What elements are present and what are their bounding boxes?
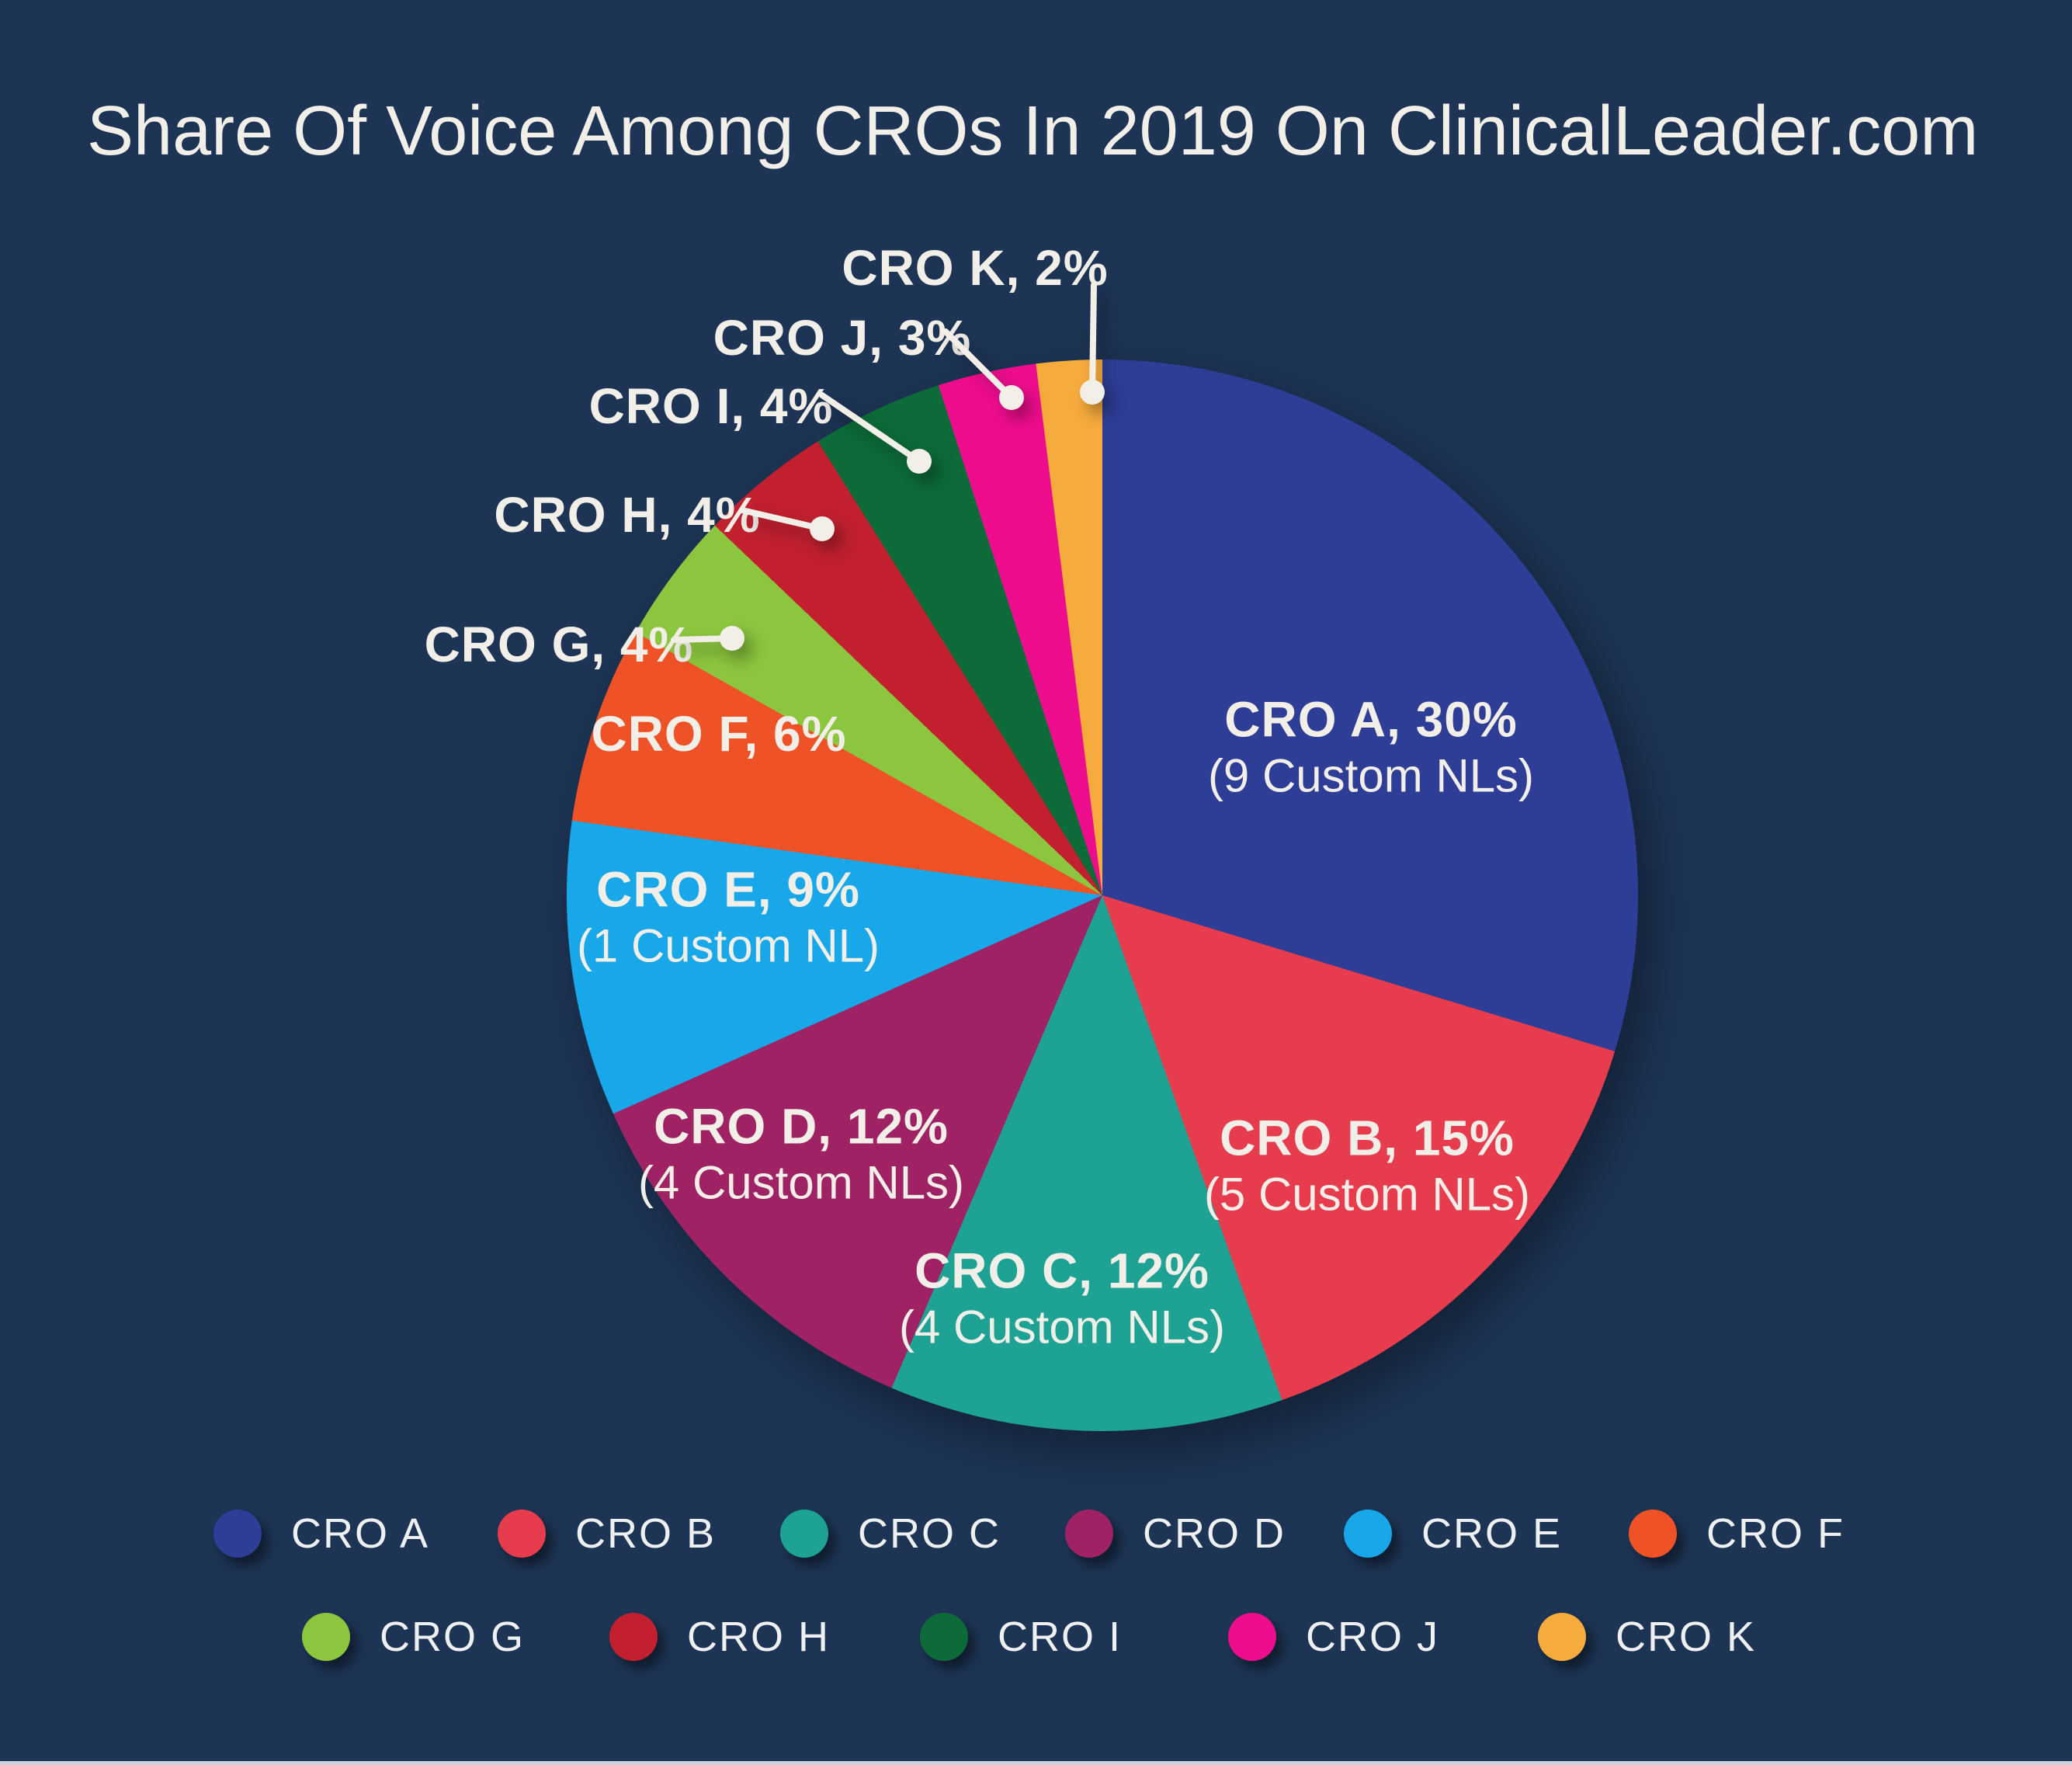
slice-label-cro-e: CRO E, 9% (1 Custom NL) [577,863,880,970]
leader-dot-cro-i [907,449,932,474]
legend-swatch-cro-f [1629,1510,1677,1558]
slice-label-cro-d: CRO D, 12% (4 Custom NLs) [638,1100,964,1207]
legend-item-cro-i: CRO I [920,1613,1122,1661]
slice-label-cro-e-value: CRO E, 9% [596,861,860,918]
slice-label-cro-f-value: CRO F, 6% [591,706,847,763]
legend-label-cro-g: CRO G [380,1614,526,1660]
slice-label-cro-d-value: CRO D, 12% [654,1098,949,1155]
leader-dot-cro-g [720,626,744,651]
legend-swatch-cro-a [213,1510,262,1558]
slice-label-cro-b: CRO B, 15% (5 Custom NLs) [1203,1110,1531,1221]
legend-label-cro-h: CRO H [687,1614,830,1660]
legend-swatch-cro-k [1538,1613,1586,1661]
slice-label-cro-e-sub: (1 Custom NL) [576,919,880,972]
legend-label-cro-f: CRO F [1706,1510,1845,1557]
leader-dot-cro-k [1080,380,1105,405]
legend-label-cro-k: CRO K [1616,1614,1757,1660]
legend-label-cro-d: CRO D [1143,1510,1286,1557]
legend-item-cro-b: CRO B [498,1510,716,1558]
leader-dot-cro-j [999,385,1024,410]
legend-label-cro-c: CRO C [858,1510,1001,1557]
slice-label-cro-a: CRO A, 30% (9 Custom NLs) [1208,693,1534,800]
legend-swatch-cro-c [780,1510,828,1558]
legend-item-cro-j: CRO J [1228,1613,1439,1661]
callout-label-cro-i: CRO I, 4% [588,378,834,434]
slice-label-cro-c-sub: (4 Custom NLs) [898,1301,1226,1353]
slice-label-cro-a-value: CRO A, 30% [1224,691,1518,748]
bottom-border [0,1761,2072,1765]
legend-swatch-cro-d [1065,1510,1113,1558]
legend-label-cro-e: CRO E [1421,1510,1563,1557]
slice-label-cro-d-sub: (4 Custom NLs) [637,1156,965,1209]
legend-swatch-cro-g [302,1613,350,1661]
legend-label-cro-b: CRO B [575,1510,717,1557]
legend-label-cro-i: CRO I [998,1614,1123,1660]
slice-label-cro-c-value: CRO C, 12% [915,1242,1210,1299]
pie-chart [567,360,1638,1431]
legend-item-cro-d: CRO D [1065,1510,1286,1558]
legend-label-cro-a: CRO A [291,1510,430,1557]
leader-line-cro-i [819,392,922,464]
leader-line-cro-h [739,507,825,532]
legend-item-cro-h: CRO H [609,1613,830,1661]
leader-line-cro-j [942,328,1015,401]
legend-item-cro-g: CRO G [302,1613,525,1661]
chart-title: Share Of Voice Among CROs In 2019 On Cli… [87,92,1979,170]
slice-label-cro-b-sub: (5 Custom NLs) [1203,1168,1531,1221]
callout-label-cro-j: CRO J, 3% [713,310,972,366]
slice-label-cro-b-value: CRO B, 15% [1220,1110,1515,1166]
legend-swatch-cro-e [1344,1510,1392,1558]
callout-label-cro-h: CRO H, 4% [494,487,761,543]
legend-item-cro-e: CRO E [1344,1510,1562,1558]
legend-item-cro-k: CRO K [1538,1613,1756,1661]
legend-swatch-cro-b [498,1510,546,1558]
slice-label-cro-c: CRO C, 12% (4 Custom NLs) [898,1242,1226,1353]
legend-swatch-cro-h [609,1613,658,1661]
legend-item-cro-a: CRO A [213,1510,429,1558]
callout-label-cro-g: CRO G, 4% [424,617,694,672]
callout-label-cro-k: CRO K, 2% [842,240,1109,296]
legend-swatch-cro-i [920,1613,968,1661]
legend-label-cro-j: CRO J [1306,1614,1439,1660]
slice-label-cro-a-sub: (9 Custom NLs) [1207,749,1535,802]
slice-label-cro-f: CRO F, 6% [591,706,847,763]
legend-swatch-cro-j [1228,1613,1276,1661]
leader-dot-cro-h [810,516,835,541]
legend-item-cro-f: CRO F [1629,1510,1845,1558]
leader-line-cro-k [1089,282,1097,395]
legend-item-cro-c: CRO C [780,1510,1001,1558]
